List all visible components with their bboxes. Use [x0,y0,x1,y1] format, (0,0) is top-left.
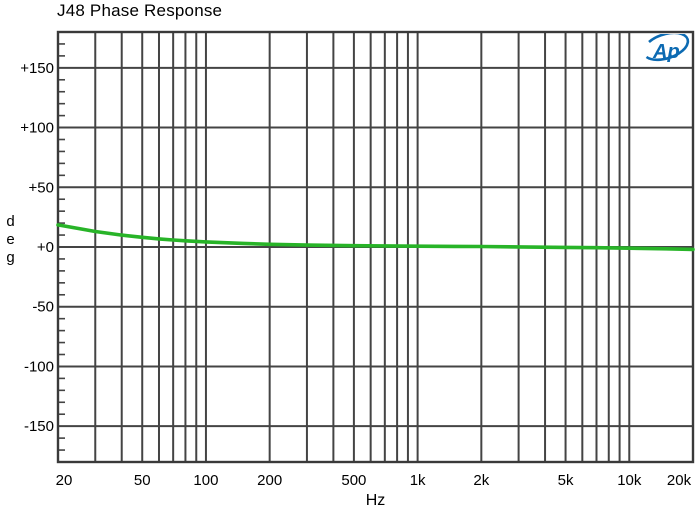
x-tick-label: 2k [473,472,489,489]
phase-trace [56,223,695,252]
x-tick-label: 200 [257,472,282,489]
y-tick-label: -50 [32,299,54,316]
x-tick-label: 10k [617,472,642,489]
y-tick-label: +150 [20,60,54,77]
y-tick-label: -150 [24,418,54,435]
y-tick-label: +50 [29,179,54,196]
y-tick-label: +100 [20,120,54,137]
x-tick-label: 5k [558,472,574,489]
x-tick-label: 50 [134,472,151,489]
logo-swoosh-icon [645,34,690,62]
audio-precision-logo: Ap [645,34,690,63]
plot-border [56,30,695,464]
x-tick-label: 500 [341,472,366,489]
x-tick-label: 1k [410,472,426,489]
y-axis-label: deg [2,213,19,267]
x-tick-label: 20 [56,472,73,489]
y-tick-label: -100 [24,358,54,375]
x-tick-label: 100 [193,472,218,489]
x-tick-label: 20k [667,472,692,489]
chart-title: J48 Phase Response [57,1,223,20]
logo-text: Ap [652,41,680,63]
y-tick-label: +0 [37,239,54,256]
x-axis-label: Hz [365,492,386,509]
